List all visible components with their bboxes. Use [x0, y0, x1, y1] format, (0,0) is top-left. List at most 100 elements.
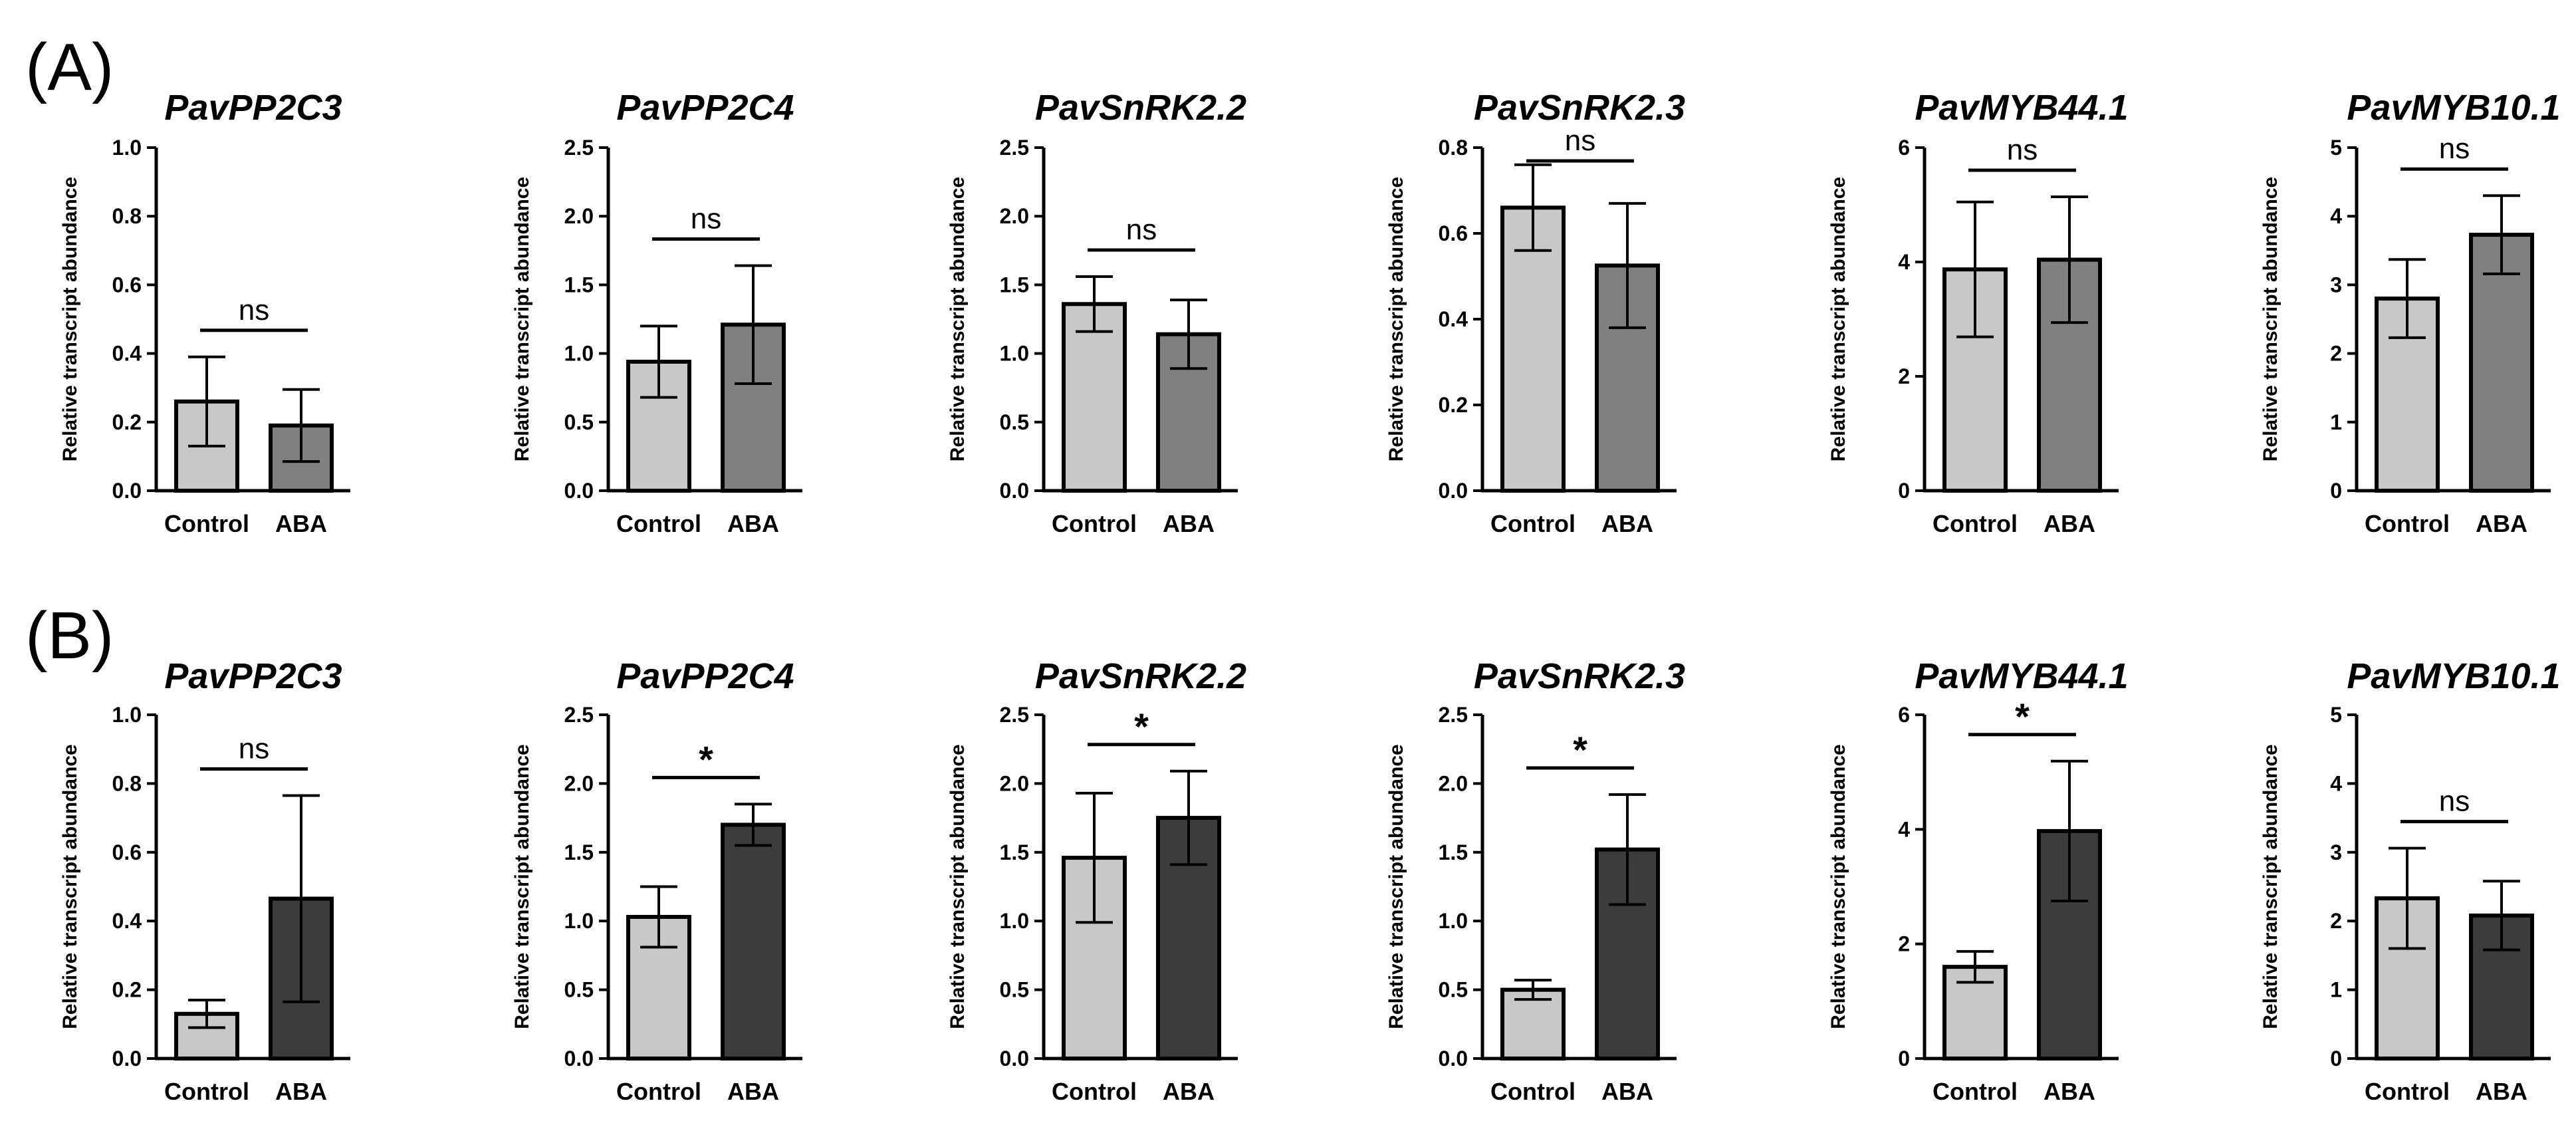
chart-title: PavPP2C4 [616, 656, 794, 696]
y-tick-label: 0 [1898, 1047, 1910, 1070]
y-tick-label: 1.0 [1439, 909, 1468, 933]
y-tick-label: 0.2 [112, 978, 142, 1002]
significance-label: * [1573, 729, 1587, 771]
y-tick-label: 4 [1898, 250, 1910, 274]
y-tick-label: 2 [1898, 932, 1910, 956]
bar-control [1500, 205, 1566, 493]
y-tick-label: 0.0 [112, 479, 142, 503]
y-tick-label: 0.8 [1439, 136, 1468, 160]
y-tick-label: 2.0 [564, 771, 594, 795]
y-tick-label: 3 [2330, 840, 2342, 864]
x-tick-label-aba: ABA [2476, 510, 2527, 537]
y-tick-label: 2.0 [1000, 204, 1029, 228]
x-tick-label-aba: ABA [1163, 1078, 1215, 1105]
x-tick-label-aba: ABA [2044, 510, 2095, 537]
chart-b-pavpp2c3: PavPP2C3 Relative transcript abundance 0.0… [59, 656, 350, 1105]
bar-control [626, 914, 691, 1061]
charts-container: PavPP2C3 Relative transcript abundance 0.0… [59, 88, 2561, 1105]
y-tick-label: 2.0 [564, 204, 594, 228]
chart-title: PavMYB10.1 [2347, 88, 2560, 128]
x-tick-label-control: Control [2365, 510, 2450, 537]
y-tick-label: 2 [2330, 342, 2342, 366]
chart-a-pavmyb44-1: PavMYB44.1 Relative transcript abundance 0… [1827, 88, 2129, 537]
significance-label: ns [1565, 124, 1595, 157]
bar-control [1062, 302, 1127, 493]
y-tick-label: 1.5 [564, 273, 594, 297]
significance-label: * [699, 738, 713, 780]
x-tick-label-control: Control [164, 1078, 249, 1105]
chart-b-pavsnrk2-3: PavSnRK2.3 Relative transcript abundance 0… [1385, 656, 1685, 1105]
y-axis-label: Relative transcript abundance [511, 744, 533, 1029]
significance-label: ns [1126, 213, 1157, 246]
x-tick-label-control: Control [616, 510, 701, 537]
x-tick-label-aba: ABA [1163, 510, 1215, 537]
panel-label-a: (A) [25, 30, 114, 104]
y-tick-label: 1.5 [1000, 273, 1029, 297]
y-axis-label: Relative transcript abundance [2260, 177, 2282, 461]
chart-b-pavsnrk2-2: PavSnRK2.2 Relative transcript abundance 0… [947, 656, 1246, 1105]
chart-b-pavmyb44-1: PavMYB44.1 Relative transcript abundance 0… [1827, 656, 2129, 1105]
x-tick-label-aba: ABA [727, 510, 779, 537]
y-tick-label: 0.4 [112, 909, 142, 933]
significance-label: ns [2439, 785, 2470, 818]
y-tick-label: 2.5 [1000, 703, 1029, 727]
y-axis-label: Relative transcript abundance [1385, 177, 1407, 461]
y-tick-label: 0.5 [564, 978, 594, 1002]
y-tick-label: 1.0 [112, 136, 142, 160]
y-tick-label: 0.6 [1439, 221, 1468, 245]
y-tick-label: 1.0 [112, 703, 142, 727]
y-axis-label: Relative transcript abundance [59, 744, 81, 1029]
y-tick-label: 0.0 [1439, 1047, 1468, 1070]
y-tick-label: 1 [2330, 410, 2342, 434]
y-tick-label: 0.4 [112, 342, 142, 366]
y-tick-label: 5 [2330, 703, 2342, 727]
x-tick-label-aba: ABA [1601, 510, 1653, 537]
y-tick-label: 0.5 [564, 410, 594, 434]
chart-title: PavSnRK2.3 [1474, 88, 1685, 128]
y-tick-label: 1.0 [564, 342, 594, 366]
y-tick-label: 0.0 [1000, 479, 1029, 503]
y-tick-label: 2.5 [564, 703, 594, 727]
x-tick-label-control: Control [2365, 1078, 2450, 1105]
y-tick-label: 1.0 [564, 909, 594, 933]
significance-label: * [1134, 705, 1149, 747]
significance-label: ns [2439, 132, 2470, 165]
bar-control [1500, 987, 1566, 1061]
y-axis-label: Relative transcript abundance [947, 177, 969, 461]
y-tick-label: 1 [2330, 978, 2342, 1002]
y-tick-label: 0.0 [564, 479, 594, 503]
y-tick-label: 0.2 [1439, 393, 1468, 417]
y-tick-label: 0 [2330, 1047, 2342, 1070]
y-tick-label: 0.0 [1439, 479, 1468, 503]
chart-a-pavsnrk2-2: PavSnRK2.2 Relative transcript abundance 0… [947, 88, 1246, 537]
x-tick-label-control: Control [1052, 510, 1137, 537]
chart-a-pavmyb10-1: PavMYB10.1 Relative transcript abundance 0… [2260, 88, 2561, 537]
x-tick-label-control: Control [164, 510, 249, 537]
y-tick-label: 2 [1898, 364, 1910, 388]
significance-label: ns [239, 732, 269, 765]
y-tick-label: 1.5 [1439, 840, 1468, 864]
chart-b-pavpp2c4: PavPP2C4 Relative transcript abundance 0.0… [511, 656, 802, 1105]
chart-title: PavSnRK2.3 [1474, 656, 1685, 696]
x-tick-label-control: Control [1932, 1078, 2018, 1105]
y-tick-label: 0.5 [1000, 978, 1029, 1002]
y-tick-label: 2.0 [1000, 771, 1029, 795]
y-tick-label: 4 [2330, 204, 2342, 228]
x-tick-label-control: Control [1052, 1078, 1137, 1105]
y-tick-label: 0.0 [1000, 1047, 1029, 1070]
significance-label: ns [2007, 134, 2038, 166]
chart-title: PavPP2C4 [616, 88, 794, 128]
y-tick-label: 6 [1898, 136, 1910, 160]
y-tick-label: 1.0 [1000, 909, 1029, 933]
y-tick-label: 5 [2330, 136, 2342, 160]
significance-label: * [2015, 695, 2030, 737]
y-tick-label: 2.5 [1439, 703, 1468, 727]
y-axis-label: Relative transcript abundance [947, 744, 969, 1029]
y-tick-label: 2.5 [564, 136, 594, 160]
x-tick-label-aba: ABA [2044, 1078, 2095, 1105]
y-tick-label: 0 [2330, 479, 2342, 503]
y-tick-label: 0.4 [1439, 307, 1468, 331]
chart-a-pavsnrk2-3: PavSnRK2.3 Relative transcript abundance 0… [1385, 88, 1685, 537]
y-axis-label: Relative transcript abundance [1827, 177, 1849, 461]
